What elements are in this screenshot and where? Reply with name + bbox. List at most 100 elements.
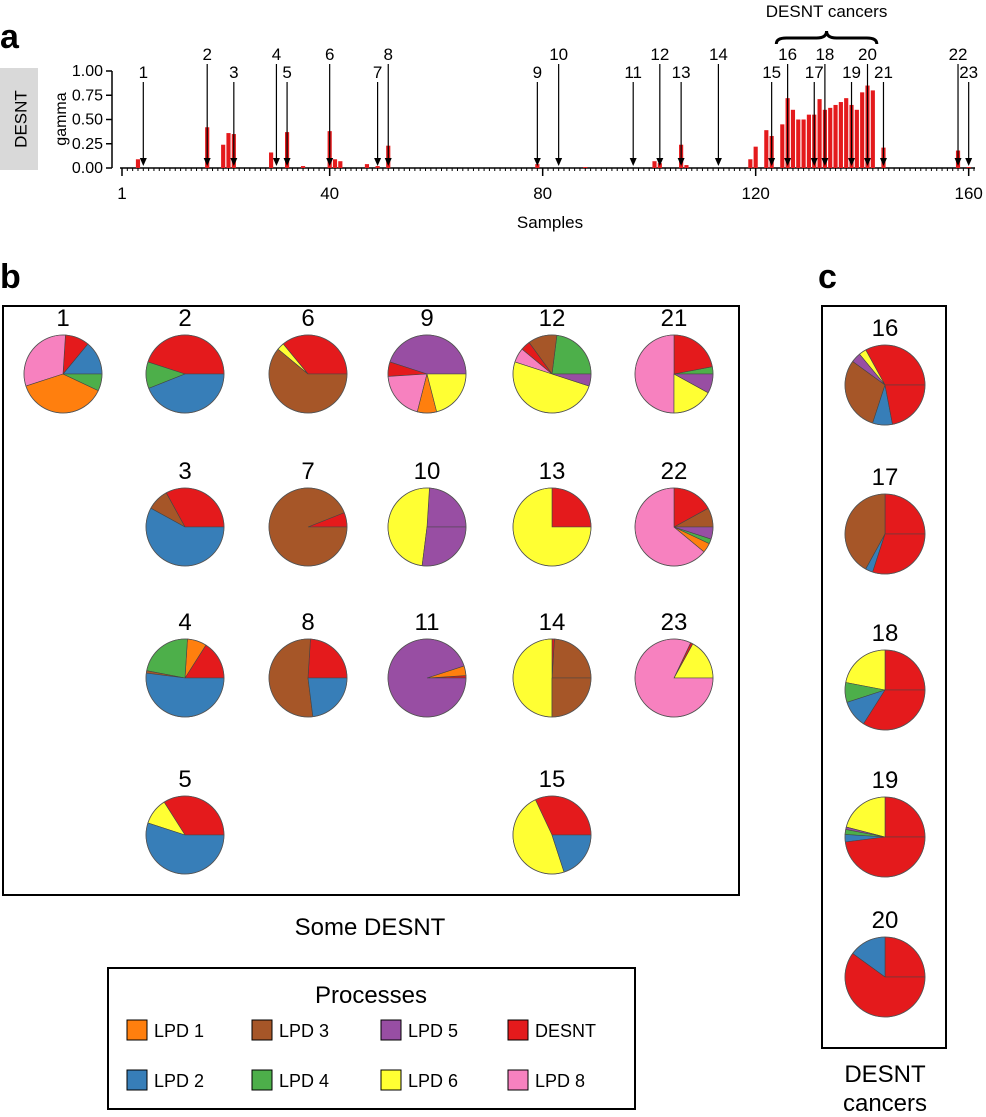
x-tick-label: 80 [533, 184, 552, 203]
pie-chart: 3 [145, 458, 225, 567]
pie-chart: 22 [634, 458, 714, 567]
panel-label-b: b [0, 258, 21, 296]
pie-label: 3 [178, 458, 191, 485]
legend-label: LPD 4 [279, 1071, 329, 1091]
bar [652, 161, 657, 168]
bar [535, 164, 540, 168]
bar [226, 133, 231, 168]
annotation-label: 22 [949, 45, 968, 64]
pie-chart: 23 [634, 609, 714, 718]
pie-chart: 13 [512, 458, 592, 567]
pie-outline [145, 795, 225, 875]
pie-slice [551, 334, 592, 375]
pie-outline [634, 334, 714, 414]
annotation-arrow-head [784, 158, 792, 166]
annotation-arrow-head [954, 158, 962, 166]
pie-chart: 2 [145, 305, 225, 414]
bar [780, 124, 785, 168]
panel-b-title: Some DESNT [295, 914, 446, 941]
annotation-label: 12 [650, 45, 669, 64]
pie-slice [884, 649, 926, 691]
annotation-label: 10 [549, 45, 568, 64]
bar [838, 102, 843, 168]
annotation-label: 1 [139, 63, 148, 82]
legend-swatch [126, 1069, 148, 1091]
bar [364, 164, 370, 168]
bar [269, 152, 274, 168]
annotation-label: 3 [229, 63, 238, 82]
bar [860, 92, 865, 168]
bar [817, 99, 822, 168]
bar [753, 146, 758, 168]
legend-entry: LPD 8 [507, 1069, 585, 1091]
legend-swatch [507, 1069, 529, 1091]
pie-slice [551, 677, 592, 718]
pie-outline [23, 334, 103, 414]
pie-label: 16 [872, 315, 899, 342]
annotation-arrow-head [230, 158, 238, 166]
annotation-label: 5 [282, 63, 291, 82]
legend-swatch [251, 1019, 273, 1041]
legend-entry: LPD 1 [126, 1019, 204, 1041]
y-tick-label: 0.25 [72, 136, 103, 153]
pie-label: 17 [872, 464, 899, 491]
x-axis-label: Samples [517, 213, 583, 232]
annotation-arrow-head [879, 158, 887, 166]
pie-outline [387, 487, 467, 567]
pie-label: 7 [301, 458, 314, 485]
pie-chart: 4 [145, 609, 225, 718]
pie-outline [268, 334, 348, 414]
pie-chart: 14 [512, 609, 592, 718]
panel-a-bar-chart: DESNT gamma Samples 1 40 80 120 1600.000.250… [0, 2, 983, 232]
pie-chart: 6 [268, 305, 348, 414]
annotation-label: 21 [874, 63, 893, 82]
bracket-label: DESNT cancers [766, 2, 888, 21]
legend-entry: DESNT [507, 1019, 596, 1041]
bar [870, 90, 875, 168]
pie-slice [387, 487, 430, 567]
annotation-arrow-head [629, 158, 637, 166]
pie-outline [844, 936, 926, 1018]
pie-chart: 16 [844, 315, 926, 426]
annotation-label: 13 [672, 63, 691, 82]
bar [300, 166, 306, 168]
panel-c-title-line-2: cancers [843, 1090, 927, 1117]
bar [338, 161, 343, 168]
y-tick-label: 0.00 [72, 160, 103, 177]
annotation-label: 14 [709, 45, 728, 64]
bar [583, 167, 588, 168]
desnt-cancers-bracket [774, 30, 879, 45]
bar [806, 114, 812, 168]
pie-label: 23 [661, 609, 688, 636]
legend-frame [107, 967, 636, 1110]
pie-label: 20 [872, 907, 899, 934]
legend-swatch [251, 1069, 273, 1091]
annotation-arrow-head [326, 158, 334, 166]
bar [684, 165, 689, 168]
pie-label: 4 [178, 609, 191, 636]
annotation-label: 6 [325, 45, 334, 64]
pie-slice [512, 638, 553, 718]
pie-outline [634, 487, 714, 567]
annotation-label: 23 [959, 63, 978, 82]
annotation-arrow-head [203, 158, 211, 166]
legend-swatch [380, 1069, 402, 1091]
x-tick-label: 1 [117, 184, 126, 203]
legend-label: LPD 5 [408, 1021, 458, 1041]
pie-chart: 1 [23, 305, 103, 414]
annotation-arrow-head [965, 158, 973, 166]
annotation-label: 8 [384, 45, 393, 64]
bar [332, 159, 338, 168]
pie-label: 6 [301, 305, 314, 332]
pie-slice [268, 638, 314, 718]
pie-outline [512, 795, 592, 875]
annotation-arrow-head [768, 158, 776, 166]
pie-label: 13 [539, 458, 566, 485]
pie-outline [844, 796, 926, 878]
annotation-label: 7 [373, 63, 382, 82]
bar [854, 109, 859, 168]
annotation-label: 4 [272, 45, 281, 64]
panel-b-frame [2, 305, 740, 896]
pie-outline [145, 487, 225, 567]
legend-label: LPD 6 [408, 1071, 458, 1091]
